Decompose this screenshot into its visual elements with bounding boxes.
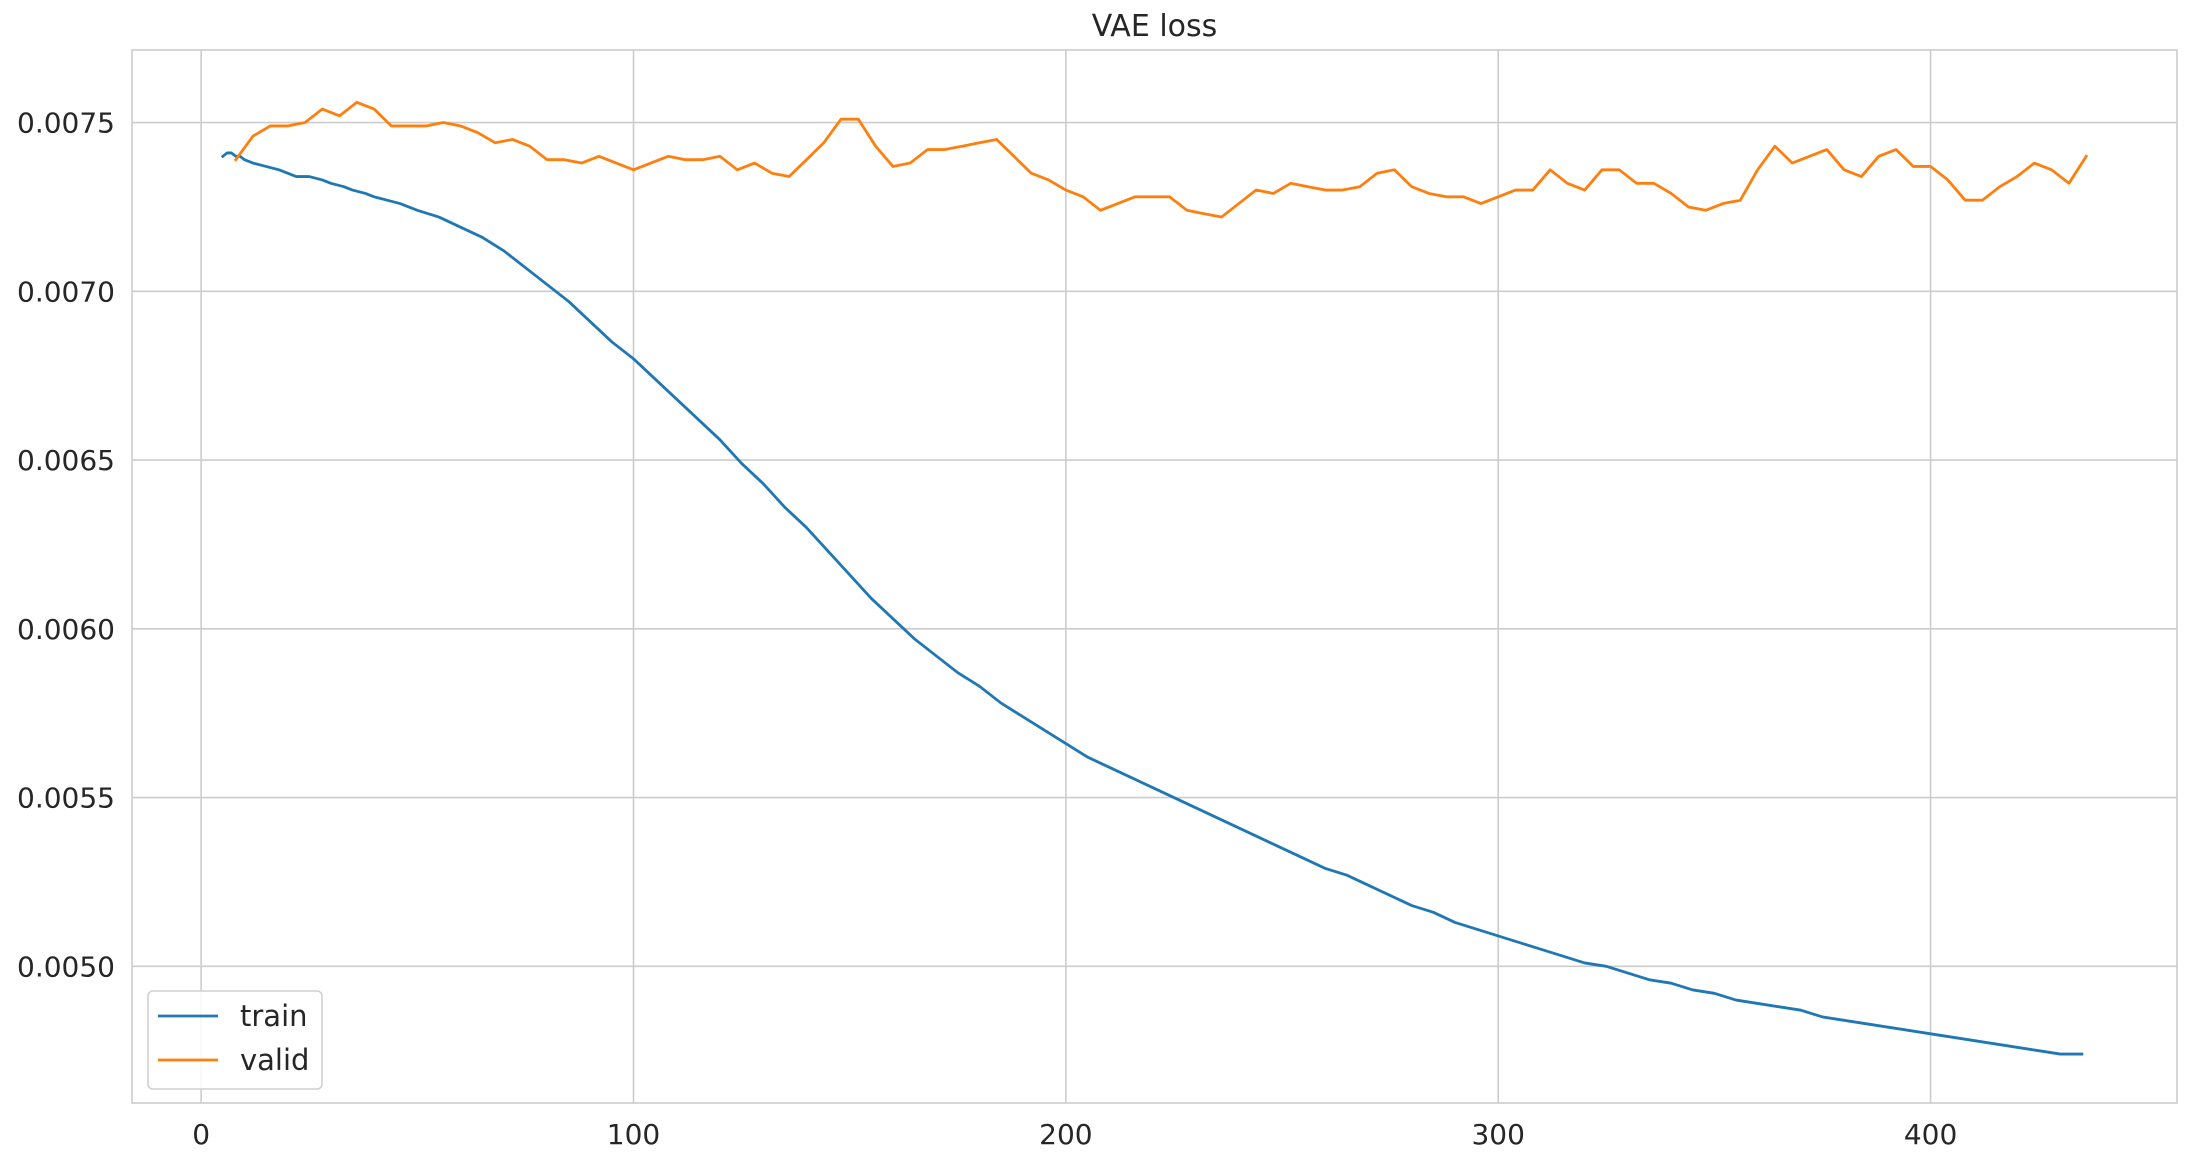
x-tick-label: 300 — [1471, 1118, 1524, 1151]
x-tick-label: 0 — [192, 1118, 210, 1151]
legend-label-train: train — [240, 999, 308, 1033]
y-tick-label: 0.0065 — [17, 444, 115, 477]
y-tick-label: 0.0070 — [17, 275, 115, 308]
legend-label-valid: valid — [240, 1043, 309, 1077]
x-tick-label: 400 — [1904, 1118, 1957, 1151]
chart-title: VAE loss — [1092, 9, 1218, 44]
ticks-layer: 0 100 200 300 400 0.0050 0.0055 0.0060 0.0065 0.0… — [17, 107, 1957, 1151]
series-layer — [220, 100, 2089, 1056]
plot-frame — [131, 49, 2178, 1104]
x-tick-label: 200 — [1039, 1118, 1092, 1151]
y-tick-label: 0.0075 — [17, 107, 115, 140]
x-tick-label: 100 — [607, 1118, 660, 1151]
y-tick-label: 0.0055 — [17, 782, 115, 815]
plot-area — [132, 50, 2177, 1103]
series-line-valid — [233, 100, 2089, 219]
series-line-train — [220, 151, 2084, 1056]
frame-layer — [131, 49, 2178, 1104]
y-tick-label: 0.0050 — [17, 950, 115, 983]
legend: train valid — [147, 990, 323, 1090]
grid-layer — [132, 50, 2177, 1103]
y-tick-label: 0.0060 — [17, 613, 115, 646]
plot-background — [132, 50, 2177, 1103]
